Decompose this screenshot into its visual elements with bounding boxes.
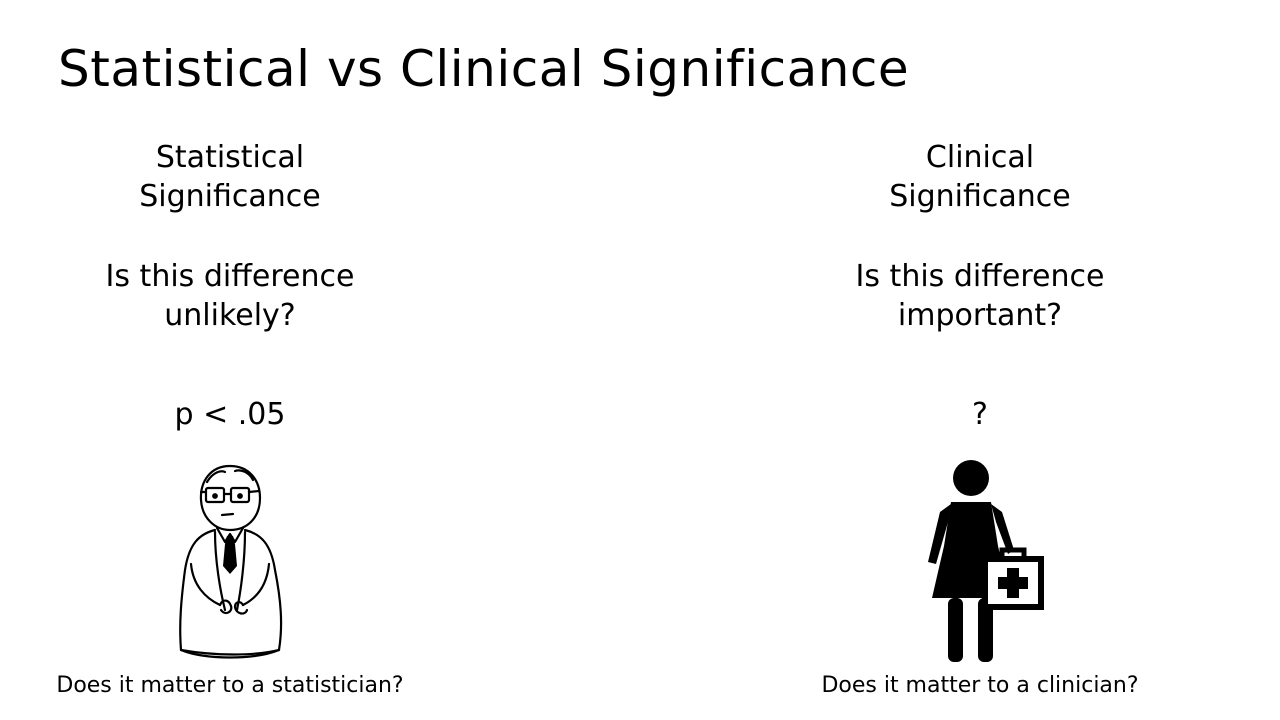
clinician-icon — [928, 460, 1044, 662]
clinical-question-mark: ? — [972, 397, 988, 432]
statistician-caption: Does it matter to a statistician? — [56, 673, 404, 698]
statistical-column: Statistical Significance Is this differe… — [20, 0, 440, 720]
question-line: unlikely? — [164, 298, 296, 333]
clinical-question: Is this difference important? — [770, 257, 1190, 335]
question-line: Is this difference — [855, 259, 1105, 294]
heading-line: Significance — [139, 179, 321, 214]
heading-line: Statistical — [155, 140, 305, 175]
heading-line: Significance — [889, 179, 1071, 214]
heading-line: Clinical — [925, 140, 1035, 175]
p-value-threshold: p < .05 — [174, 397, 286, 432]
statistician-icon — [179, 464, 283, 659]
clinical-heading: Clinical Significance — [770, 138, 1190, 216]
clinician-caption: Does it matter to a clinician? — [821, 673, 1139, 698]
statistical-question: Is this difference unlikely? — [20, 257, 440, 335]
statistical-heading: Statistical Significance — [20, 138, 440, 216]
clinical-column: Clinical Significance Is this difference… — [770, 0, 1190, 720]
question-line: important? — [897, 298, 1063, 333]
slide-title: Statistical vs Clinical Significance — [58, 40, 910, 98]
question-line: Is this difference — [105, 259, 355, 294]
